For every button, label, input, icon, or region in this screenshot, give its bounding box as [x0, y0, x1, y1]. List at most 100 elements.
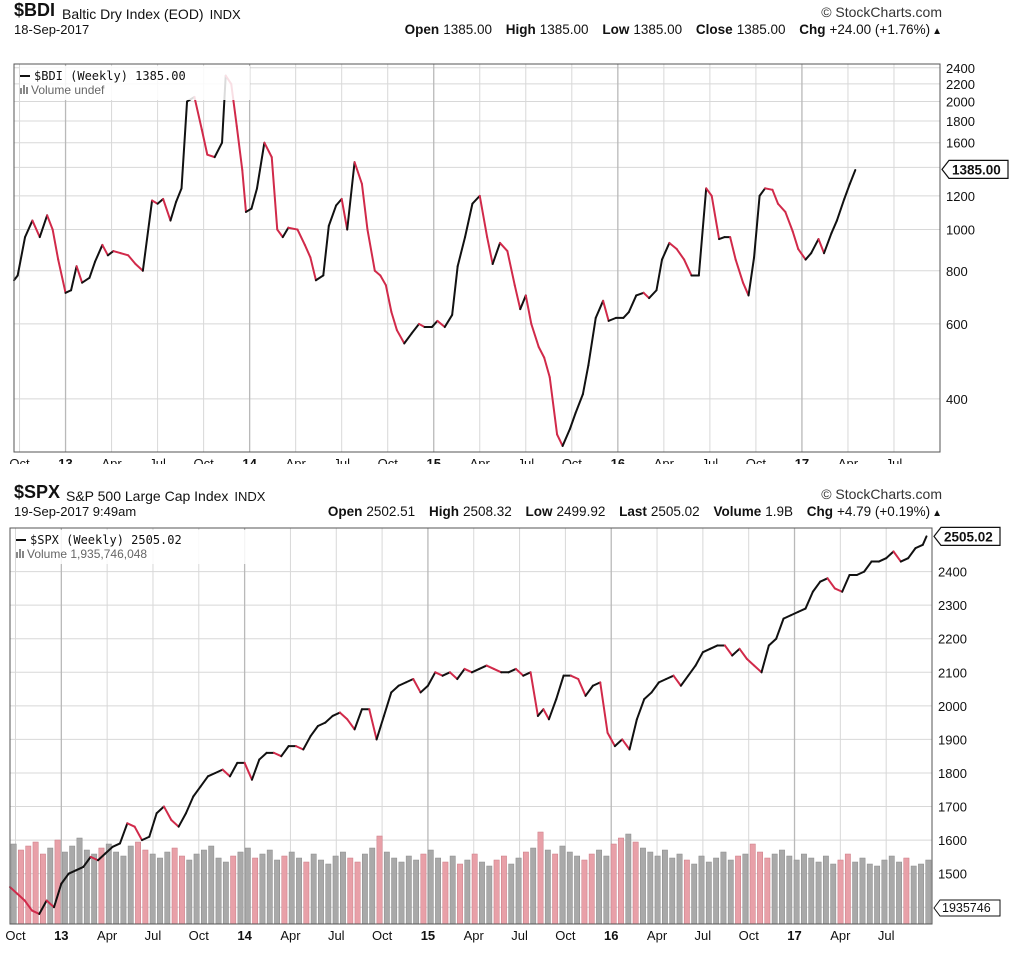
bdi-price-segment — [141, 199, 154, 272]
bdi-price-segment — [830, 219, 838, 235]
spx-y-tick-label: 2400 — [938, 565, 967, 580]
spx-volume-bar — [281, 855, 288, 925]
spx-chg-arrow-icon: ▲ — [932, 508, 942, 519]
spx-price-segment — [74, 865, 85, 872]
spx-x-tick-label: Jul — [328, 928, 345, 943]
spx-volume-bar — [179, 855, 185, 925]
spx-price-segment — [470, 667, 481, 674]
bdi-price-segment — [561, 427, 571, 447]
spx-volume-bar — [310, 853, 317, 925]
spx-price-segment — [448, 671, 459, 681]
bdi-price-segment — [627, 294, 638, 314]
spx-open-label: Open — [327, 504, 363, 519]
spx-x-tick-label: 14 — [237, 928, 252, 943]
bdi-price-segment — [162, 197, 172, 222]
spx-volume-bar — [808, 857, 815, 925]
bdi-price-segment — [373, 269, 382, 277]
bdi-date: 18-Sep-2017 — [14, 22, 90, 37]
bdi-price-segment — [309, 256, 317, 282]
spx-volume-bar — [471, 853, 478, 925]
bdi-brand[interactable]: © StockCharts.com — [821, 4, 942, 20]
spx-volume-bar — [654, 855, 661, 925]
bdi-price-segment — [661, 241, 671, 261]
spx-price-segment — [606, 731, 616, 748]
spx-volume: 1.9B — [765, 504, 793, 519]
spx-price-segment — [412, 678, 422, 694]
spx-price-segment — [382, 691, 393, 717]
spx-price-segment — [294, 745, 305, 751]
bdi-price-segment — [213, 141, 224, 159]
spx-plot-frame — [9, 527, 933, 925]
spx-y-tick-label: 1600 — [938, 833, 967, 848]
bdi-open-label: Open — [404, 22, 440, 37]
spx-price-segment — [547, 698, 558, 721]
bdi-price-segment — [384, 284, 393, 314]
spx-volume-bar — [354, 861, 361, 925]
bdi-price-segment — [235, 125, 244, 172]
spx-price-segment — [613, 738, 624, 748]
spx-volume-bar — [735, 855, 741, 925]
bdi-price-segment — [70, 265, 78, 292]
spx-volume-bar — [54, 839, 61, 925]
spx-volume-bar — [918, 863, 924, 925]
spx-price-segment — [228, 761, 239, 778]
spx-volume-bar — [662, 849, 668, 925]
spx-volume-bar — [837, 859, 844, 925]
bdi-x-tick-label: 15 — [427, 456, 441, 464]
bdi-price-segment — [655, 258, 664, 292]
spx-x-tick-label: Jul — [145, 928, 162, 943]
bdi-x-tick-label: Apr — [286, 456, 307, 464]
spx-price-segment — [657, 678, 668, 684]
spx-price-segment — [192, 785, 202, 798]
spx-price-segment — [243, 761, 253, 781]
spx-brand[interactable]: © StockCharts.com — [821, 486, 942, 502]
spx-price-segment — [760, 644, 770, 674]
spx-volume-bar — [618, 837, 624, 925]
spx-price-segment — [709, 644, 719, 650]
bdi-x-tick-label: Oct — [746, 456, 767, 464]
bdi-price-segment — [418, 322, 426, 329]
spx-low: 2499.92 — [556, 504, 606, 519]
spx-price-segment — [434, 671, 444, 677]
spx-volume-bar — [413, 859, 420, 925]
spx-price-segment — [514, 667, 525, 677]
bdi-price-segment — [327, 204, 338, 227]
bdi-price-segment — [747, 256, 756, 297]
bdi-price-segment — [101, 243, 109, 257]
spx-price-segment — [397, 681, 407, 687]
spx-volume-bar — [18, 849, 24, 925]
spx-price-segment — [118, 822, 129, 845]
spx-legend-volume-icon — [19, 549, 21, 558]
spx-volume-bar — [244, 847, 251, 925]
bdi-price-segment — [506, 250, 516, 287]
bdi-price-segment — [250, 187, 259, 210]
spx-volume-bar — [25, 845, 32, 925]
bdi-chg: +24.00 (+1.76%) — [829, 22, 931, 37]
spx-volume-bar — [361, 853, 368, 925]
spx-price-segment — [126, 822, 136, 828]
bdi-y-tick-label: 1200 — [946, 189, 975, 204]
spx-price-segment — [536, 708, 545, 717]
spx-volume-bar — [515, 857, 522, 925]
spx-low-label: Low — [525, 504, 553, 519]
spx-volume-bar — [742, 853, 749, 925]
spx-price-segment — [96, 852, 107, 862]
spx-price-segment — [456, 667, 466, 681]
bdi-y-tick-label: 2200 — [946, 77, 975, 92]
bdi-x-tick-label: Jul — [149, 456, 166, 464]
spx-volume-bar — [552, 853, 559, 925]
bdi-price-segment — [587, 316, 597, 367]
spx-volume-bar — [149, 853, 156, 925]
bdi-price-segment — [256, 141, 266, 190]
spx-volume-bar — [844, 853, 851, 925]
spx-last-label: Last — [619, 504, 647, 519]
spx-price-segment — [177, 812, 187, 828]
spx-price-segment — [833, 587, 844, 593]
spx-volume-bar — [903, 857, 910, 925]
spx-price-segment — [148, 812, 158, 838]
spx-price-segment — [30, 909, 41, 915]
bdi-price-segment — [296, 228, 306, 246]
bdi-price-segment — [758, 187, 767, 197]
spx-volume-bar — [464, 859, 471, 925]
bdi-x-tick-label: Apr — [101, 456, 122, 464]
